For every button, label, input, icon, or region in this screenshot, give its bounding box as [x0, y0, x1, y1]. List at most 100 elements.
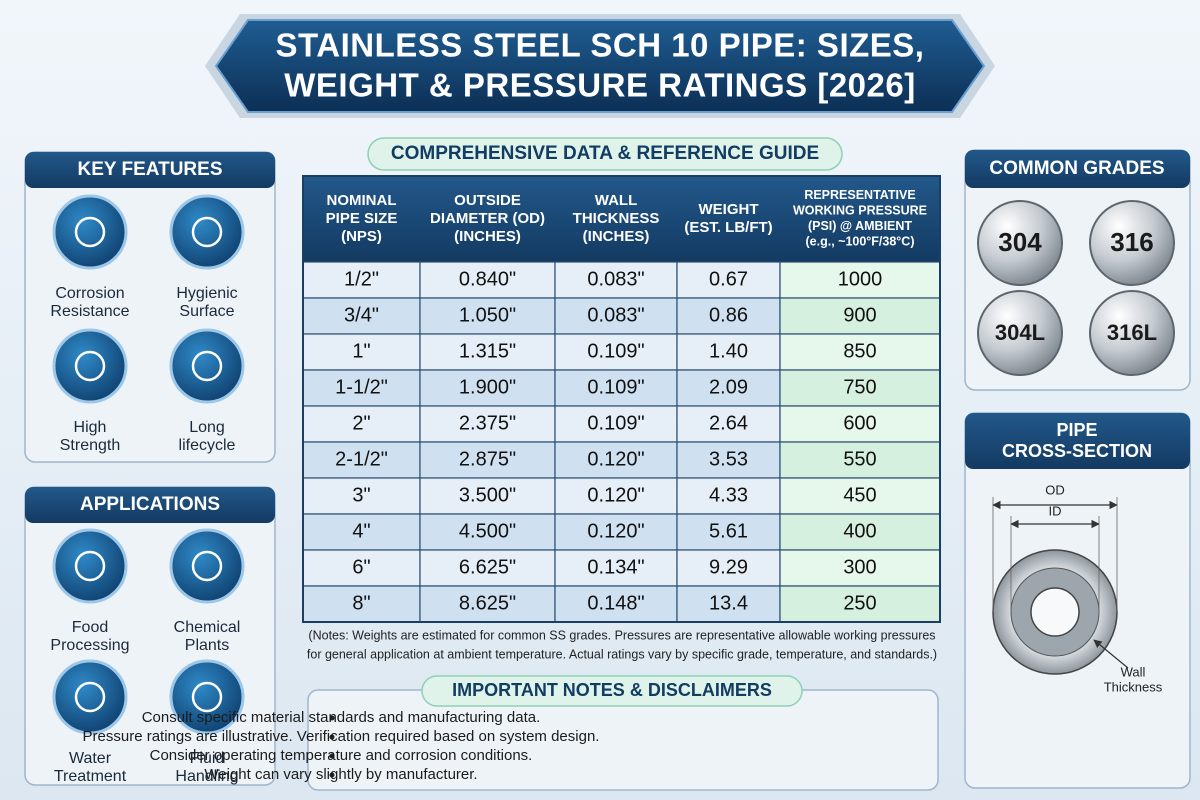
table-cell [779, 333, 941, 371]
cell-text: 5.61 [709, 520, 748, 542]
cell-text: 600 [843, 412, 876, 434]
bullet [329, 772, 335, 778]
cell-text: 0.109" [587, 340, 644, 362]
panel-header [25, 487, 275, 523]
cell-text: 0.86 [709, 304, 748, 326]
cell-text: 0.083" [587, 268, 644, 290]
cell-text: 1-1/2" [335, 376, 388, 398]
column-header: (INCHES) [583, 228, 650, 245]
cell-text: 900 [843, 304, 876, 326]
panel-heading: APPLICATIONS [80, 494, 220, 515]
note-bullet: Weight can vary slightly by manufacturer… [204, 766, 477, 783]
table-cell [554, 441, 678, 479]
table-note: for general application at ambient tempe… [307, 647, 937, 661]
table-cell [779, 513, 941, 551]
cell-text: 0.083" [587, 304, 644, 326]
table-cell [554, 549, 678, 587]
table-cell [554, 477, 678, 515]
icon-label: Treatment [54, 768, 127, 785]
table-cell [779, 369, 941, 407]
cell-text: 850 [843, 340, 876, 362]
dimension-label: OD [1045, 482, 1065, 497]
cell-text: 3" [352, 484, 370, 506]
cell-text: 1.050" [459, 304, 516, 326]
icon-glyph [74, 350, 106, 382]
cell-text: 13.4 [709, 592, 748, 614]
cell-text: 450 [843, 484, 876, 506]
icon-label: High [74, 419, 107, 436]
dimension-label: ID [1049, 503, 1062, 518]
note-bullet: Pressure ratings are illustrative. Verif… [83, 728, 600, 745]
cell-text: 0.120" [587, 520, 644, 542]
table-cell [779, 477, 941, 515]
cell-text: 550 [843, 448, 876, 470]
icon [169, 194, 245, 270]
panel-heading: KEY FEATURES [78, 159, 223, 180]
table-cell [779, 261, 941, 299]
icon-label: Strength [60, 437, 120, 454]
cell-text: 9.29 [709, 556, 748, 578]
cell-text: 6" [352, 556, 370, 578]
cell-text: 6.625" [459, 556, 516, 578]
table-cell [676, 513, 781, 551]
cell-text: 2.09 [709, 376, 748, 398]
table-heading: COMPREHENSIVE DATA & REFERENCE GUIDE [391, 143, 819, 164]
icon-glyph [74, 550, 106, 582]
table-cell [302, 585, 421, 623]
cell-text: 0.840" [459, 268, 516, 290]
column-header: (NPS) [341, 228, 382, 245]
cell-text: 0.120" [587, 484, 644, 506]
column-header: (e.g., ~100°F/38°C) [806, 235, 915, 249]
content: STAINLESS STEEL SCH 10 PIPE: SIZES, WEIGH… [24, 27, 1191, 791]
icon-label: Handling [175, 768, 238, 785]
cell-text: 0.67 [709, 268, 748, 290]
icon [52, 194, 128, 270]
table-cell [676, 441, 781, 479]
table-cell [779, 405, 941, 443]
icon [52, 659, 128, 735]
leader-line [1093, 639, 1129, 669]
table-cell [419, 297, 556, 335]
cell-text: 1" [352, 340, 370, 362]
cell-text: 1/2" [344, 268, 379, 290]
cell-text: 0.109" [587, 412, 644, 434]
table-cell [419, 261, 556, 299]
column-header: WEIGHT [699, 201, 759, 218]
cell-text: 1000 [838, 268, 883, 290]
cell-text: 2" [352, 412, 370, 434]
note-bullet: Consult specific material standards and … [142, 709, 541, 726]
table-cell [554, 513, 678, 551]
icon-label: Resistance [50, 303, 129, 320]
panel-header [25, 152, 275, 188]
cell-text: 8.625" [459, 592, 516, 614]
grade-label: 316L [1107, 320, 1157, 345]
table-cell [676, 369, 781, 407]
grade-label: 304L [995, 320, 1045, 345]
cell-text: 4.500" [459, 520, 516, 542]
table-cell [419, 441, 556, 479]
table-cell [302, 513, 421, 551]
icon-label: Water [69, 750, 112, 767]
icon-label: Corrosion [55, 285, 124, 302]
panel-heading: COMMON GRADES [989, 158, 1164, 179]
column-header: DIAMETER (OD) [430, 210, 545, 227]
icon-label: Long [189, 419, 225, 436]
cell-text: 0.148" [587, 592, 644, 614]
wall-label: Wall [1121, 664, 1146, 679]
grade-badge [977, 290, 1063, 376]
column-header: REPRESENTATIVE [804, 188, 915, 202]
panel-heading: CROSS-SECTION [1002, 441, 1152, 461]
icon-label: Hygienic [176, 285, 237, 302]
icon-label: Food [72, 619, 108, 636]
table-cell [779, 585, 941, 623]
icon [52, 328, 128, 404]
column-header: (INCHES) [454, 228, 521, 245]
title: STAINLESS STEEL SCH 10 PIPE: SIZES, [276, 27, 925, 64]
cell-text: 2-1/2" [335, 448, 388, 470]
column-header: (PSI) @ AMBIENT [808, 219, 912, 233]
column-header: NOMINAL [327, 192, 397, 209]
grade-badge [1089, 200, 1175, 286]
cell-text: 300 [843, 556, 876, 578]
icon-glyph [74, 216, 106, 248]
